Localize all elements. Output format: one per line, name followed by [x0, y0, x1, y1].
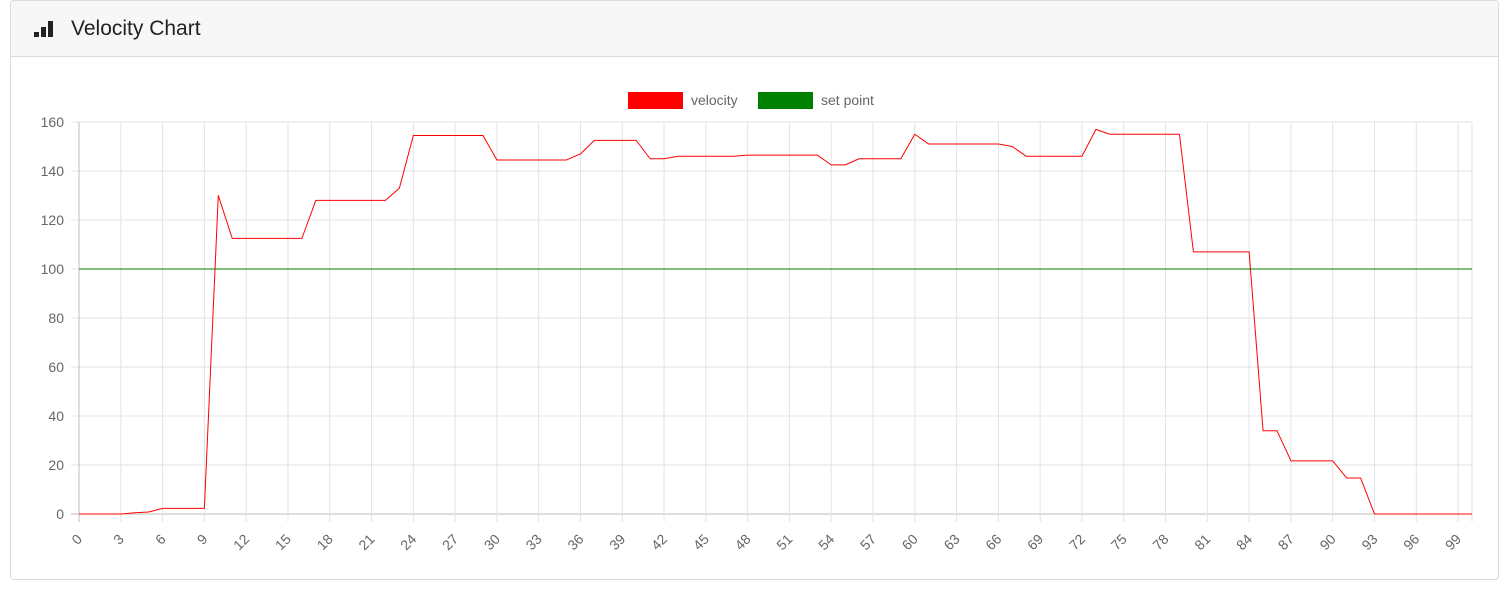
- x-tick-label: 6: [152, 531, 169, 548]
- legend-label: velocity: [691, 92, 738, 108]
- x-tick-label: 93: [1358, 531, 1380, 553]
- x-tick-label: 87: [1275, 531, 1297, 553]
- y-tick-label: 160: [41, 114, 65, 130]
- y-tick-label: 80: [48, 310, 64, 326]
- x-tick-label: 72: [1066, 531, 1088, 553]
- page-title: Velocity Chart: [71, 16, 201, 40]
- chart-series: [79, 128, 1472, 515]
- x-tick-label: 24: [397, 531, 419, 553]
- x-tick-label: 51: [773, 531, 795, 553]
- x-tick-label: 48: [731, 531, 753, 553]
- x-tick-label: 27: [439, 531, 461, 553]
- legend-label: set point: [821, 92, 874, 108]
- legend-swatch: [628, 92, 683, 109]
- x-tick-label: 99: [1442, 531, 1464, 553]
- x-tick-label: 30: [481, 531, 503, 553]
- x-tick-label: 75: [1108, 531, 1130, 553]
- x-tick-label: 0: [68, 531, 85, 548]
- x-tick-label: 60: [899, 531, 921, 553]
- y-tick-label: 120: [41, 212, 65, 228]
- velocity-chart-card: Velocity Chart: [10, 0, 1499, 580]
- x-tick-label: 18: [314, 531, 336, 553]
- y-tick-label: 140: [41, 163, 65, 179]
- x-tick-label: 63: [940, 531, 962, 553]
- x-tick-label: 69: [1024, 531, 1046, 553]
- x-axis-ticks: 0 3 6 9 12 15 18 21 24 27 30 33 36 39 42 45 48 51 54 57 60 63…: [68, 531, 1464, 553]
- x-tick-label: 33: [522, 531, 544, 553]
- x-tick-label: 36: [564, 531, 586, 553]
- chart-grid: [71, 121, 1473, 522]
- x-tick-label: 96: [1400, 531, 1422, 553]
- x-tick-label: 21: [355, 531, 377, 553]
- x-tick-label: 42: [648, 531, 670, 553]
- y-axis-ticks: 0 20 40 60 80 100 120 140 160: [41, 114, 65, 522]
- x-tick-label: 78: [1149, 531, 1171, 553]
- y-tick-label: 0: [56, 506, 64, 522]
- x-tick-label: 12: [230, 531, 252, 553]
- x-tick-label: 81: [1191, 531, 1213, 553]
- chart-legend: velocity set point: [628, 92, 874, 109]
- x-tick-label: 90: [1316, 531, 1338, 553]
- card-header: Velocity Chart: [11, 1, 1498, 57]
- y-tick-label: 100: [41, 261, 65, 277]
- x-tick-label: 57: [857, 531, 879, 553]
- x-tick-label: 3: [110, 531, 127, 548]
- y-tick-label: 60: [48, 359, 64, 375]
- x-tick-label: 9: [194, 531, 211, 548]
- x-tick-label: 66: [982, 531, 1004, 553]
- legend-swatch: [758, 92, 813, 109]
- y-tick-label: 40: [48, 408, 64, 424]
- x-tick-label: 15: [272, 531, 294, 553]
- x-tick-label: 45: [690, 531, 712, 553]
- x-tick-label: 84: [1233, 531, 1255, 553]
- x-tick-label: 39: [606, 531, 628, 553]
- bar-chart-icon: [33, 20, 53, 38]
- series-line-velocity: [79, 128, 1472, 515]
- y-tick-label: 20: [48, 457, 64, 473]
- x-tick-label: 54: [815, 531, 837, 553]
